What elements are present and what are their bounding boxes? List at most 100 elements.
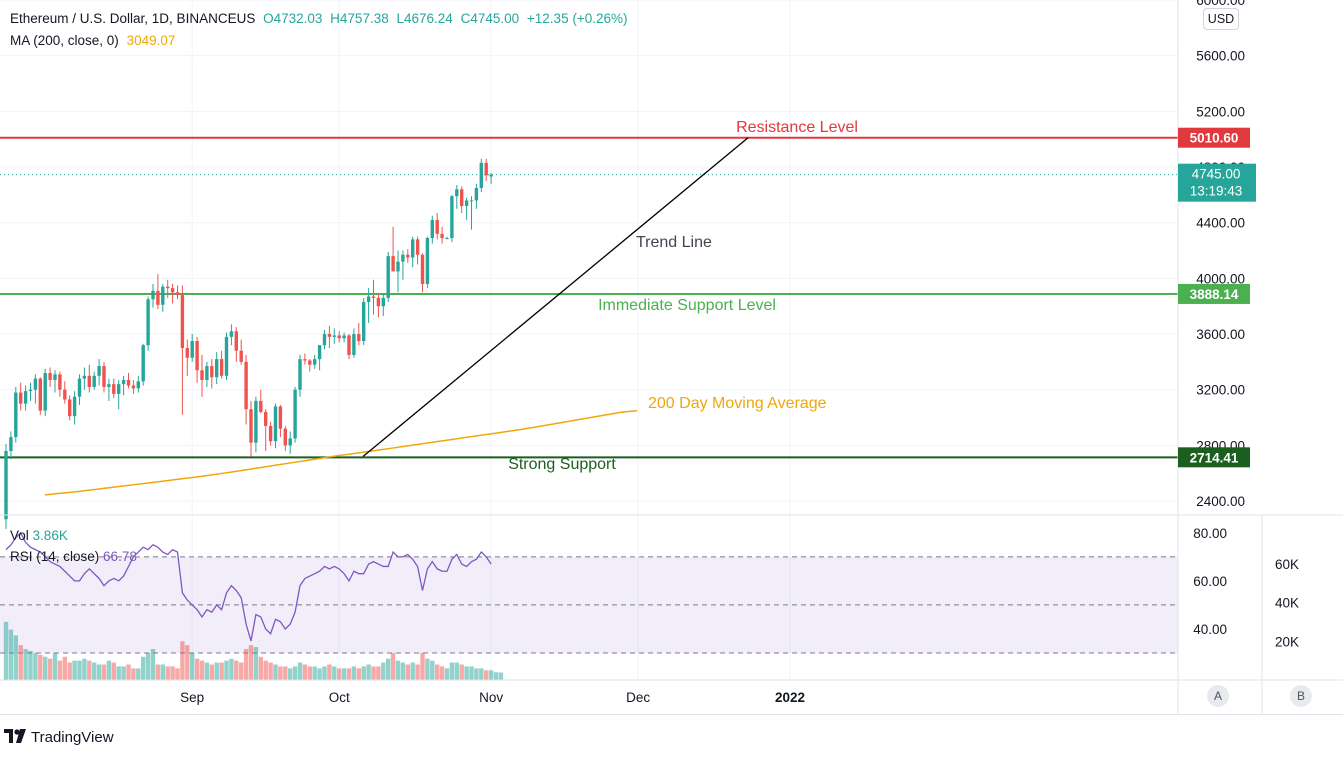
- ma-value: 3049.07: [126, 33, 176, 48]
- candle-body: [9, 437, 13, 451]
- volume-bar: [209, 664, 214, 680]
- candle-body: [219, 359, 224, 376]
- ma200-annotation: 200 Day Moving Average: [648, 395, 827, 412]
- volume-bar: [459, 664, 464, 680]
- volume-bar: [185, 645, 190, 680]
- time-scale[interactable]: Sep Oct Nov Dec 2022: [180, 690, 805, 705]
- open-value: O4732.03: [263, 11, 323, 26]
- volume-bar: [224, 660, 229, 680]
- tradingview-logo-icon[interactable]: [4, 727, 28, 745]
- volume-bar: [33, 652, 38, 680]
- volume-bar: [395, 660, 401, 680]
- volume-bar: [92, 662, 97, 680]
- candle-body: [102, 366, 106, 387]
- candle-body: [48, 373, 52, 380]
- volume-bar: [77, 660, 82, 680]
- candle-body: [381, 297, 385, 307]
- candle-body: [411, 239, 415, 258]
- volume-bar: [23, 649, 28, 680]
- chart-svg[interactable]: Resistance Level Trend Line Immediate Supp…: [0, 0, 1343, 714]
- candle-body: [229, 331, 234, 337]
- footer: TradingView: [0, 714, 1343, 759]
- ma-label[interactable]: MA (200, close, 0): [10, 33, 119, 48]
- rsi-value: 66.78: [103, 549, 137, 564]
- rsi-label[interactable]: RSI (14, close): [10, 549, 100, 564]
- volume-bar: [155, 664, 161, 680]
- time-tick-label: Dec: [626, 690, 650, 705]
- candle-body: [28, 389, 33, 392]
- volume-value: 3.86K: [32, 528, 68, 543]
- volume-bar: [302, 664, 308, 680]
- volume-bar: [425, 658, 430, 680]
- volume-scale[interactable]: 60K 40K 20K: [1275, 557, 1299, 650]
- candle-body: [43, 373, 47, 411]
- volume-label[interactable]: Vol: [10, 528, 29, 543]
- volume-bar: [346, 668, 352, 680]
- price-tick-label: 6000.00: [1196, 0, 1245, 8]
- time-tick-label: Nov: [479, 690, 503, 705]
- volume-bar: [194, 658, 200, 680]
- symbol-title[interactable]: Ethereum / U.S. Dollar, 1D, BINANCEUS: [10, 11, 256, 26]
- volume-bar: [67, 662, 72, 680]
- volume-bar: [366, 664, 371, 680]
- price-tick-label: 4000.00: [1196, 271, 1245, 286]
- candle-body: [464, 200, 469, 206]
- candle-body: [342, 335, 346, 339]
- last-price-tag: [1178, 163, 1256, 202]
- volume-bar: [141, 656, 146, 680]
- candle-body: [126, 379, 131, 386]
- ma-legend[interactable]: MA (200, close, 0) 3049.07: [10, 33, 179, 48]
- scale-button-a[interactable]: A: [1207, 685, 1229, 707]
- candle-body: [112, 384, 116, 394]
- candle-body: [58, 374, 62, 390]
- last-price-label: 4745.00: [1192, 167, 1241, 182]
- candle-body: [337, 335, 341, 339]
- candle-body: [210, 366, 214, 378]
- candle-body: [180, 295, 185, 348]
- volume-bar: [145, 652, 151, 680]
- volume-bar: [327, 664, 332, 680]
- volume-tick-label: 60K: [1275, 557, 1299, 572]
- candle-body: [386, 256, 390, 298]
- candle-body: [68, 399, 72, 417]
- volume-bar: [190, 652, 195, 680]
- level-price-label: 2714.41: [1190, 450, 1239, 465]
- volume-bar: [165, 666, 170, 680]
- volume-bar: [498, 672, 504, 680]
- candle-body: [53, 374, 57, 380]
- level-price-tag: [1178, 447, 1250, 468]
- price-scale[interactable]: 6000.005600.005200.004800.004400.004000.…: [1196, 0, 1245, 509]
- currency-button[interactable]: USD: [1203, 8, 1239, 30]
- candle-body: [38, 378, 42, 411]
- candle-body: [278, 406, 283, 429]
- candle-body: [371, 296, 376, 298]
- volume-bar: [332, 666, 337, 680]
- volume-bar: [214, 662, 219, 680]
- volume-bar: [258, 656, 263, 680]
- candle-body: [406, 254, 410, 258]
- volume-bar: [101, 664, 107, 680]
- rsi-scale[interactable]: 80.00 60.00 40.00: [1193, 526, 1227, 637]
- candle-body: [175, 292, 180, 296]
- candle-body: [141, 345, 145, 382]
- resistance-annotation: Resistance Level: [736, 119, 858, 136]
- candle-body: [435, 219, 439, 234]
- volume-bar: [381, 662, 386, 680]
- volume-bar: [62, 656, 67, 680]
- candle-body: [303, 359, 307, 361]
- footer-brand[interactable]: TradingView: [31, 729, 114, 746]
- annotations: Resistance Level Trend Line Immediate Supp…: [508, 119, 858, 473]
- rsi-band-layer: [0, 556, 1178, 654]
- volume-legend[interactable]: Vol 3.86K: [10, 528, 68, 543]
- symbol-legend[interactable]: Ethereum / U.S. Dollar, 1D, BINANCEUS O4…: [10, 11, 631, 26]
- rsi-legend[interactable]: RSI (14, close) 66.78: [10, 549, 137, 564]
- volume-bar: [337, 668, 342, 680]
- scale-button-b[interactable]: B: [1290, 685, 1312, 707]
- volume-bar: [479, 668, 484, 680]
- candle-body: [489, 174, 493, 177]
- candle-body: [161, 286, 165, 305]
- candle-body: [195, 341, 199, 371]
- trend-layer[interactable]: [362, 137, 749, 458]
- candle-body: [415, 239, 420, 255]
